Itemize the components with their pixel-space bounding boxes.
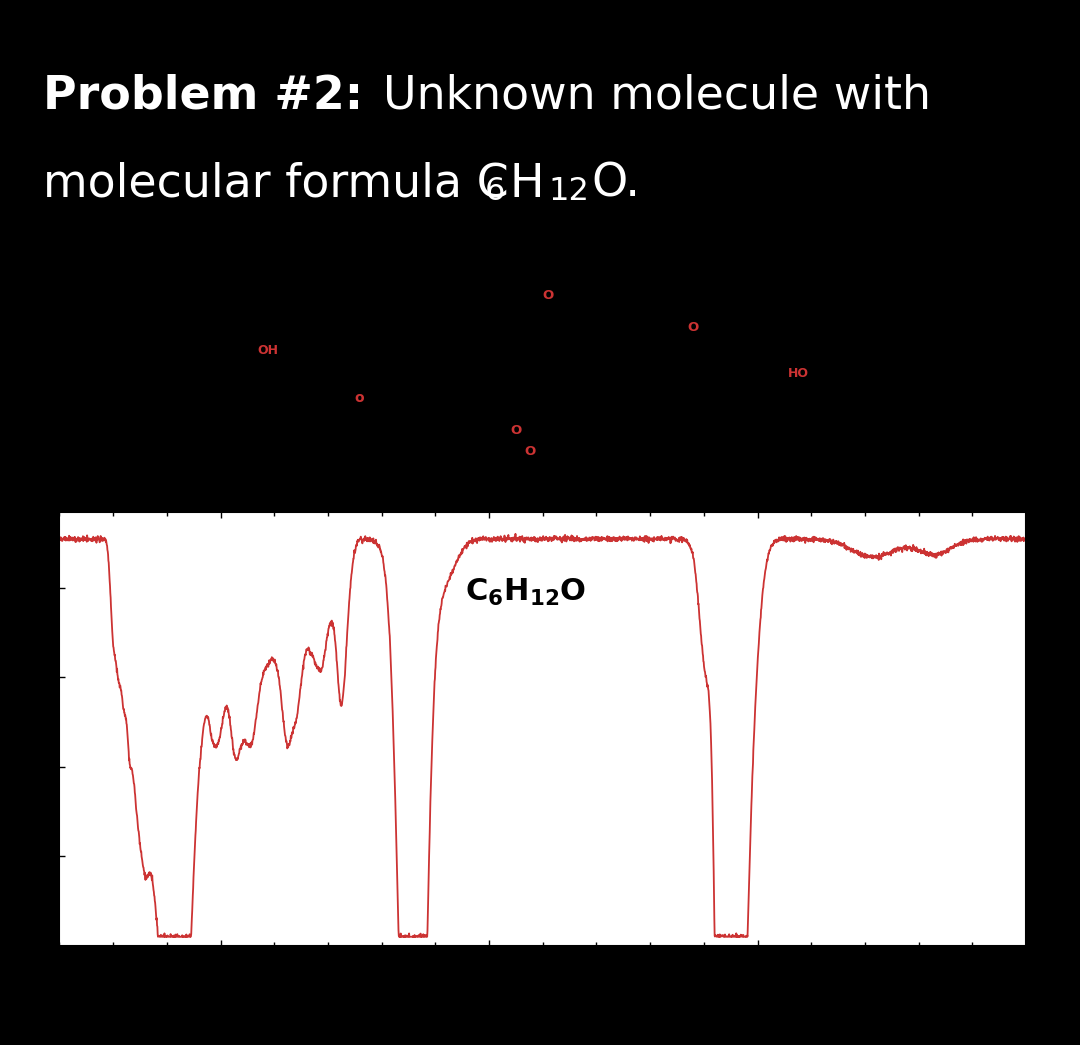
Text: Problem #2:: Problem #2: xyxy=(43,73,363,118)
Text: b): b) xyxy=(296,295,309,308)
Text: o: o xyxy=(354,391,364,404)
Text: 6: 6 xyxy=(484,176,504,207)
Text: e): e) xyxy=(819,295,831,308)
Text: O: O xyxy=(687,321,698,334)
Text: molecular formula C: molecular formula C xyxy=(43,162,509,207)
Text: 12: 12 xyxy=(549,176,590,207)
Text: $\mathbf{C_6H_{12}O}$: $\mathbf{C_6H_{12}O}$ xyxy=(465,577,586,608)
Text: Which of these molecules best corresponds to the IR spectrum below?: Which of these molecules best correspond… xyxy=(73,273,602,285)
Text: c): c) xyxy=(489,295,501,308)
Text: O.: O. xyxy=(592,162,640,207)
Text: OH: OH xyxy=(257,344,279,357)
Text: Unknown molecule with: Unknown molecule with xyxy=(383,73,931,118)
Text: a): a) xyxy=(73,295,86,308)
Text: d): d) xyxy=(673,295,686,308)
Text: HO: HO xyxy=(787,367,809,380)
Text: O: O xyxy=(511,424,522,437)
X-axis label: Wavenumber (cm-1): Wavenumber (cm-1) xyxy=(435,975,650,995)
Text: O: O xyxy=(525,445,536,459)
Text: H: H xyxy=(510,162,544,207)
Text: O: O xyxy=(542,288,553,302)
